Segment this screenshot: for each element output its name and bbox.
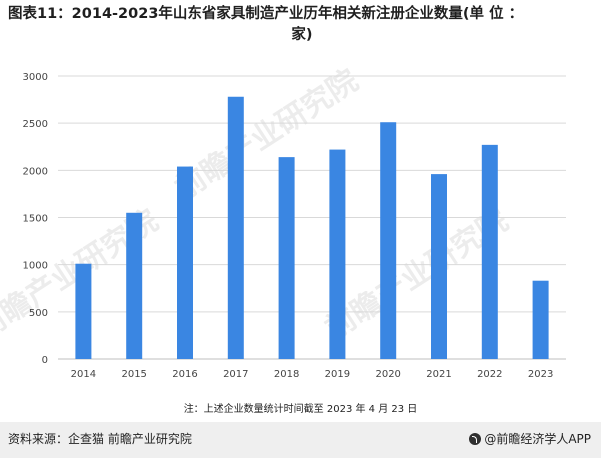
chart-title: 图表11：2014-2023年山东省家具制造产业历年相关新注册企业数量(单 位 … (8, 4, 596, 46)
y-tick-label: 3000 (23, 72, 48, 83)
bar (431, 174, 447, 359)
x-tick-label: 2023 (528, 369, 553, 380)
brand-credit: @前瞻经济学人APP (469, 430, 591, 447)
x-tick-label: 2020 (375, 369, 400, 380)
bar (481, 144, 498, 359)
y-tick-label: 2000 (23, 166, 48, 177)
x-tick-label: 2017 (223, 369, 248, 380)
bar (532, 280, 549, 359)
brand-text: @前瞻经济学人APP (484, 432, 591, 446)
x-tick-label: 2021 (426, 369, 451, 380)
bar (75, 263, 92, 359)
y-tick-label: 1500 (23, 214, 48, 225)
chart-title-line1: 图表11：2014-2023年山东省家具制造产业历年相关新注册企业数量(单 位 … (8, 6, 524, 22)
x-tick-label: 2016 (172, 369, 197, 380)
bar (227, 96, 244, 360)
x-tick-label: 2018 (274, 369, 299, 380)
bar (380, 122, 397, 360)
bar (278, 157, 295, 359)
x-tick-label: 2019 (325, 369, 350, 380)
x-tick-label: 2022 (477, 369, 502, 380)
bar-chart: 0 500 1000 1500 2000 2500 3000 2014 2015 2016 2017… (23, 72, 566, 380)
source-text: 资料来源：企查猫 前瞻产业研究院 (8, 432, 192, 446)
x-tick-label: 2014 (71, 369, 96, 380)
x-tick-label: 2015 (121, 369, 146, 380)
bar (177, 166, 193, 359)
bar (126, 212, 143, 359)
y-tick-label: 500 (29, 308, 48, 319)
y-tick-label: 2500 (23, 119, 48, 130)
footer-bar: 资料来源：企查猫 前瞻产业研究院 @前瞻经济学人APP (0, 422, 601, 458)
bar (329, 149, 346, 359)
y-tick-label: 0 (42, 355, 48, 366)
brand-logo-icon (469, 433, 482, 445)
y-tick-label: 1000 (23, 261, 48, 272)
chart-title-line2: 家) (291, 27, 313, 43)
chart-note: 注：上述企业数量统计时间截至 2023 年 4 月 23 日 (183, 404, 418, 415)
